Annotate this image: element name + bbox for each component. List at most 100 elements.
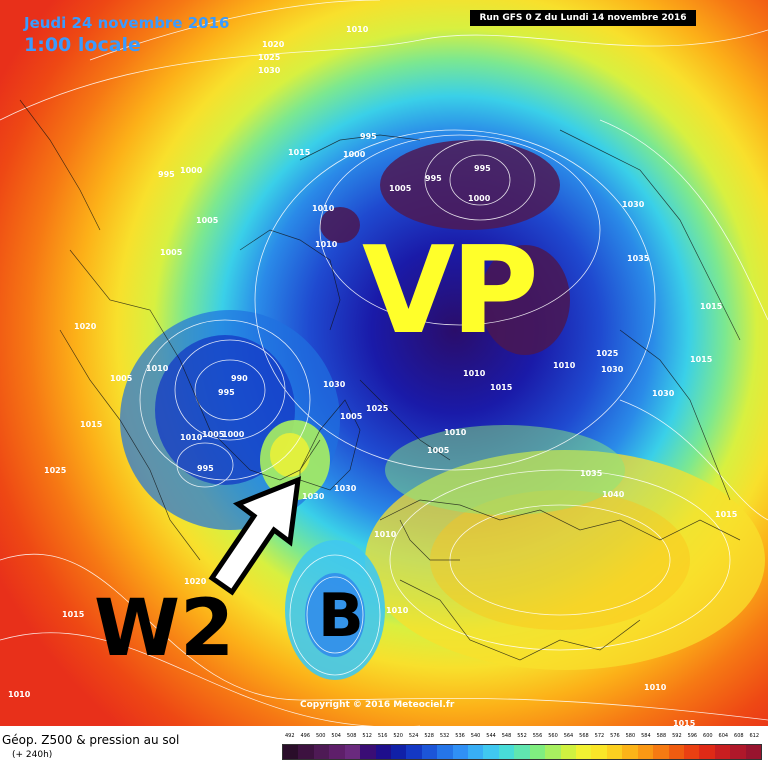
scale-tick-label: 532 [439,733,450,739]
scale-tick-label: 512 [362,733,372,739]
scale-swatch [576,745,592,759]
scale-tick-label: 516 [377,733,388,739]
isobar-label: 1010 [386,606,409,615]
isobar-label: 1015 [62,610,85,619]
isobar-label: 1005 [196,216,219,225]
isobar-label: 1025 [366,404,389,413]
isobar-label: 1020 [74,322,97,331]
isobar-label: 1015 [490,383,513,392]
isobar-label: 1040 [602,490,625,499]
isobar-label: 1025 [44,466,67,475]
scale-swatch [683,745,700,759]
scale-tick-label: 600 [703,733,713,739]
scale-tick-label: 576 [610,733,620,739]
model-run-label: Run GFS 0 Z du Lundi 14 novembre 2016 [470,10,696,26]
green-band [385,425,625,515]
isobar-label: 1015 [673,719,696,728]
isobar-label: 1035 [580,469,603,478]
scale-swatch [498,745,515,759]
scale-swatch [390,745,407,759]
isobar-label: 1000 [343,150,366,159]
color-scale: 492 496 500 504 508 512 516 520 524 528 532 536 540 5… [282,733,762,763]
scale-tick-label: 556 [532,733,543,739]
scale-swatch [329,745,345,759]
scale-tick-label: 504 [331,733,341,739]
isobar-label: 995 [158,170,175,179]
isobar-label: 1005 [340,412,363,421]
isobar-label: 1015 [288,148,311,157]
scale-swatch [668,745,684,759]
isobar-label: 1010 [315,240,338,249]
vortex-core-east [380,140,560,230]
scale-tick-label: 536 [455,733,465,739]
isobar-label: 1005 [389,184,412,193]
isobar-label: 1000 [222,430,245,439]
scale-swatch [360,745,376,759]
scale-swatch [406,745,422,759]
scale-swatch [421,745,438,759]
isobar-label: 995 [474,164,491,173]
wave-label: W2 [94,584,235,674]
isobar-label: 1010 [553,361,576,370]
scale-tick-label: 500 [315,733,326,739]
isobar-label: 1000 [180,166,203,175]
scale-swatch [714,745,731,759]
scale-tick-label: 544 [486,733,496,739]
scale-swatch [529,745,546,759]
scale-swatch [730,745,746,759]
isobar-label: 1015 [715,510,738,519]
vortex-lobe-west [320,207,360,243]
isobar-label: 1030 [601,365,624,374]
scale-tick-label: 596 [687,733,698,739]
isobar-label: 1015 [690,355,713,364]
isobar-label: 1030 [622,200,645,209]
legend-title: Géop. Z500 & pression au sol [2,733,180,747]
scale-tick-label: 496 [300,733,310,739]
isobar-label: 1000 [468,194,491,203]
color-scale-bar [282,744,762,760]
scale-tick-label: 524 [408,733,419,739]
scale-tick-label: 560 [548,733,558,739]
isobar-label: 1030 [302,492,325,501]
scale-tick-label: 552 [517,733,527,739]
legend-subtitle: (+ 240h) [12,750,53,760]
isobar-label: 1005 [160,248,183,257]
scale-swatch [437,745,453,759]
isobar-label: 1015 [700,302,723,311]
scale-swatch [653,745,669,759]
isobar-label: 1010 [146,364,169,373]
isobar-label: 1030 [334,484,357,493]
scale-tick-label: 584 [641,733,651,739]
scale-tick-label: 540 [470,733,481,739]
isobar-label: 1030 [652,389,675,398]
canada-trough-core [155,335,295,485]
color-scale-labels: 492 496 500 504 508 512 516 520 524 528 532 536 540 5… [282,733,762,743]
scale-swatch [560,745,577,759]
isobar-label: 1010 [8,690,31,699]
isobar-label: 1005 [427,446,450,455]
w2-arrow-icon [208,476,302,596]
scale-tick-label: 508 [346,733,357,739]
scale-swatch [622,745,638,759]
scale-swatch [483,745,499,759]
scale-tick-label: 588 [656,733,667,739]
scale-tick-label: 548 [501,733,512,739]
isobar-label: 1010 [444,428,467,437]
coastlines [19,99,741,661]
geopotential-field [0,0,768,726]
scale-tick-label: 612 [749,733,760,739]
scale-tick-label: 492 [284,733,295,739]
scale-tick-label: 580 [625,733,636,739]
scale-tick-label: 572 [594,733,605,739]
isobar-label: 1010 [644,683,667,692]
scale-tick-label: 520 [393,733,403,739]
scale-swatch [591,745,607,759]
isobar-label: 1020 [262,40,285,49]
isobar-label: 1020 [184,577,207,586]
vortex-core-south [480,245,570,355]
scale-swatch [452,745,469,759]
isobar-label: 1025 [258,53,281,62]
copyright: Copyright © 2016 Meteociel.fr [300,700,455,710]
isobar-label: 1030 [323,380,346,389]
